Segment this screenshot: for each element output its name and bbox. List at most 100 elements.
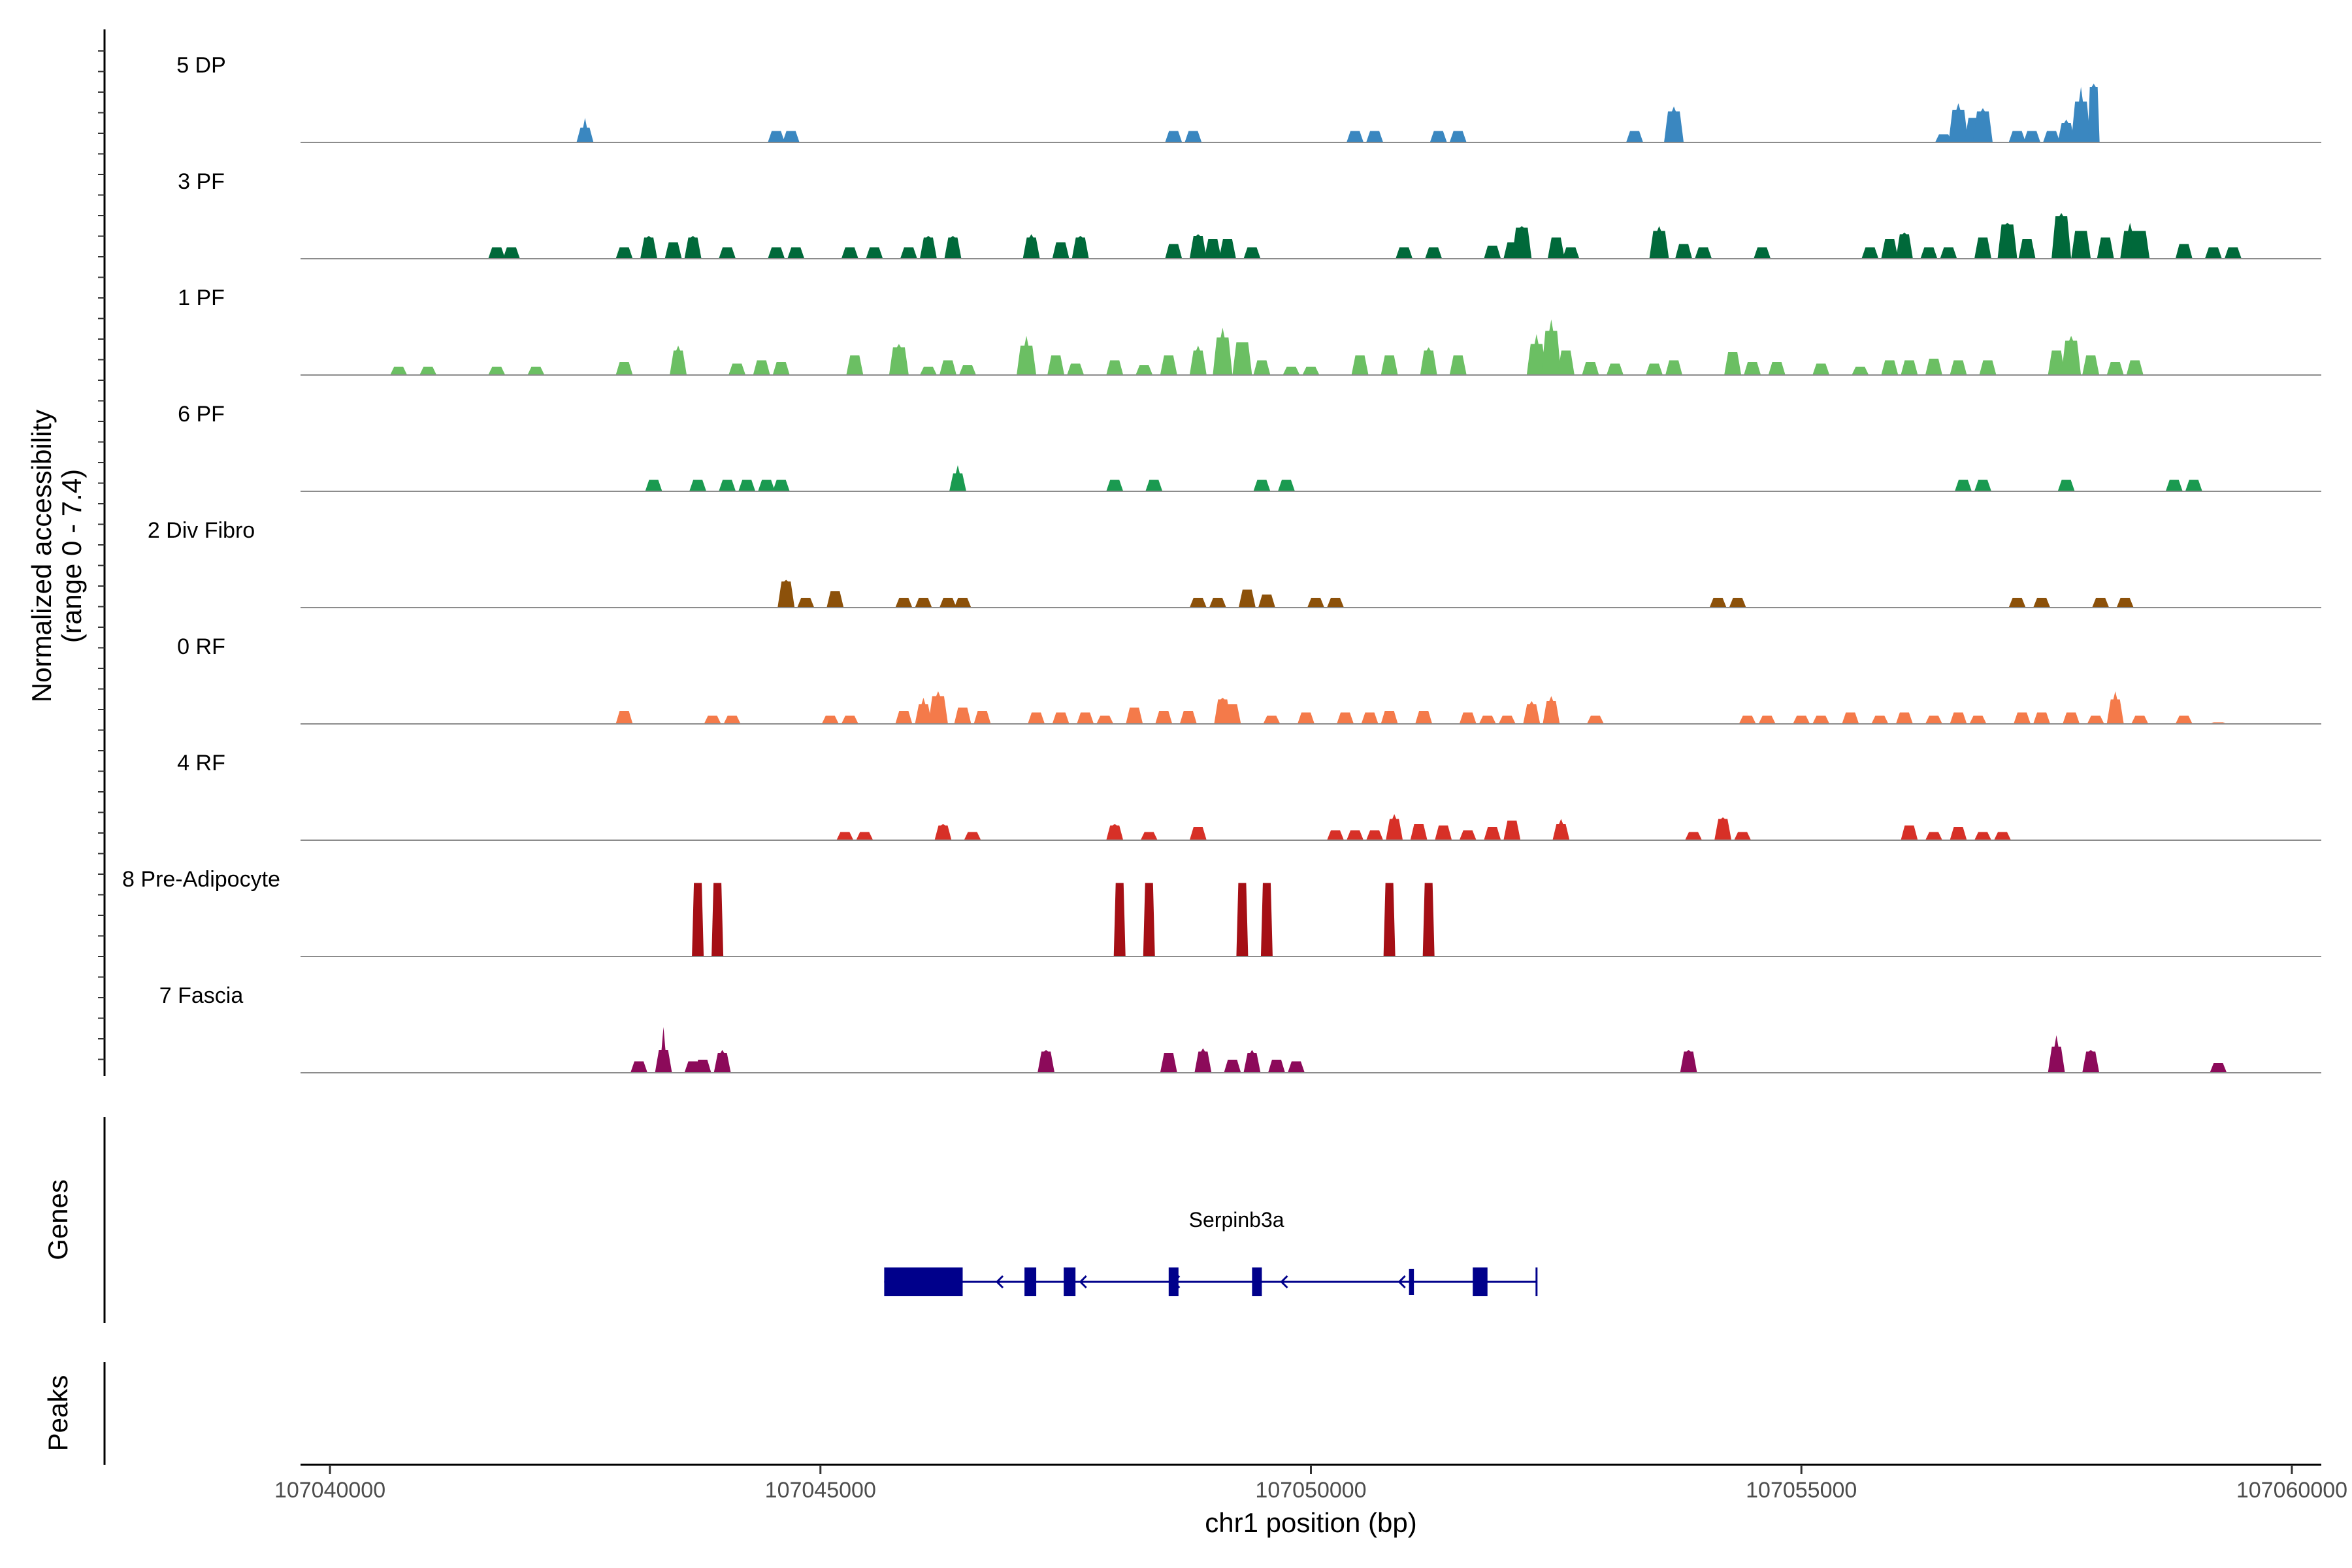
peak-spike: [784, 580, 789, 581]
track-label: 6 PF: [178, 402, 225, 427]
peak: [954, 708, 972, 724]
peak: [2106, 362, 2124, 375]
peak: [1881, 239, 1899, 259]
peak: [787, 247, 805, 259]
gene-label: Serpinb3a: [1189, 1208, 1284, 1232]
peak: [2106, 699, 2124, 724]
peak-spike: [896, 344, 901, 348]
peak: [1994, 832, 2012, 840]
peak: [2048, 350, 2065, 375]
track-label: 0 RF: [177, 634, 225, 659]
peak-spike: [2069, 336, 2074, 341]
peak: [1895, 712, 1913, 724]
peak: [841, 715, 858, 724]
peak: [615, 711, 633, 724]
peak: [1106, 360, 1124, 375]
peak: [919, 367, 937, 375]
peak: [1498, 715, 1516, 724]
y-axis-subtitle: (range 0 - 7.4): [56, 469, 87, 643]
x-axis-ticks: 107040000 107045000 107050000 107055000 1070…: [274, 1465, 2347, 1503]
peak: [1236, 883, 1249, 956]
peak: [782, 131, 800, 142]
peak: [1140, 832, 1158, 840]
peak: [1925, 359, 1942, 375]
peak: [684, 237, 702, 259]
peak: [889, 347, 909, 375]
peak: [1812, 363, 1830, 375]
peaks-panel-title: Peaks: [42, 1375, 73, 1452]
peak: [719, 247, 736, 259]
genes-panel-title: Genes: [42, 1179, 73, 1260]
peak: [1165, 131, 1183, 142]
peak: [1366, 830, 1384, 840]
peak: [2131, 715, 2149, 724]
strand-arrow: [995, 1275, 1004, 1289]
peak: [1974, 480, 1991, 491]
peak: [866, 247, 883, 259]
peak: [1396, 247, 1413, 259]
peak: [1664, 111, 1684, 142]
peak: [1113, 883, 1126, 956]
peak: [1189, 350, 1207, 375]
peak: [1135, 365, 1153, 375]
peak: [1184, 131, 1202, 142]
peak: [939, 598, 956, 608]
peak: [1243, 247, 1261, 259]
peak: [1189, 598, 1207, 608]
peak: [1547, 237, 1565, 259]
peak-spike: [647, 236, 651, 238]
peak-spike: [926, 236, 930, 238]
peak: [2063, 712, 2080, 724]
peak: [2087, 87, 2100, 142]
peak: [2057, 480, 2075, 491]
peak: [753, 360, 770, 375]
peak-spike: [1220, 327, 1225, 338]
peak: [645, 480, 662, 491]
peak-spike: [1024, 336, 1029, 346]
peak: [934, 825, 952, 840]
peak: [1422, 883, 1435, 956]
peak: [1260, 883, 1273, 956]
peak-spike: [2079, 87, 2083, 102]
peak: [2048, 1047, 2065, 1073]
y-axis-title: Normalized accessibility: [26, 410, 57, 702]
peak: [2071, 101, 2091, 142]
peak: [1974, 237, 1991, 259]
peak: [1744, 362, 1761, 375]
peak: [1997, 224, 2017, 259]
peak: [1380, 355, 1398, 375]
peak: [1386, 819, 1403, 840]
peak-spike: [1549, 696, 1554, 701]
peak: [1052, 712, 1070, 724]
peak: [2116, 598, 2134, 608]
track-1-pf: 1 PF: [178, 286, 2321, 376]
peak: [1512, 227, 1532, 259]
peak: [2061, 340, 2082, 375]
peak-spike: [2128, 223, 2132, 231]
peak: [2018, 239, 2036, 259]
peak-spike: [1520, 226, 1524, 228]
peak: [1685, 832, 1703, 840]
peak: [1606, 363, 1624, 375]
peak: [1189, 827, 1207, 840]
peak: [1881, 360, 1899, 375]
peak: [1415, 711, 1433, 724]
peak: [1478, 715, 1496, 724]
peak: [954, 598, 972, 608]
x-tick-label: 107040000: [274, 1478, 385, 1503]
peak: [1646, 363, 1663, 375]
peak: [1347, 131, 1364, 142]
peak: [2130, 231, 2150, 259]
track-7-fascia: 7 Fascia: [159, 983, 2321, 1073]
peak: [1543, 701, 1560, 724]
peak-spike: [676, 346, 681, 351]
strand-arrow: [1079, 1275, 1087, 1289]
peak: [1253, 360, 1271, 375]
peak-spike: [1029, 234, 1034, 238]
peak: [1263, 715, 1281, 724]
peak: [1028, 712, 1045, 724]
tracks-y-axis: [98, 29, 106, 1076]
peak: [1974, 832, 1991, 840]
peak: [1871, 715, 1889, 724]
peak: [1232, 342, 1252, 375]
